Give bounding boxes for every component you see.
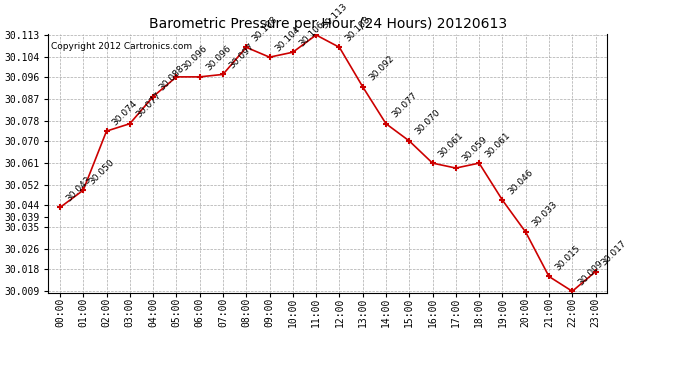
Text: 30.061: 30.061 (483, 130, 512, 159)
Text: 30.108: 30.108 (344, 14, 373, 43)
Text: 30.009: 30.009 (576, 258, 605, 287)
Text: 30.077: 30.077 (134, 91, 163, 120)
Title: Barometric Pressure per Hour (24 Hours) 20120613: Barometric Pressure per Hour (24 Hours) … (148, 17, 507, 31)
Text: Copyright 2012 Cartronics.com: Copyright 2012 Cartronics.com (51, 42, 193, 51)
Text: 30.017: 30.017 (600, 238, 629, 267)
Text: 30.113: 30.113 (320, 2, 349, 31)
Text: 30.097: 30.097 (227, 42, 256, 70)
Text: 30.104: 30.104 (274, 24, 302, 53)
Text: 30.043: 30.043 (64, 175, 92, 203)
Text: 30.074: 30.074 (110, 98, 139, 127)
Text: 30.015: 30.015 (553, 244, 582, 272)
Text: 30.061: 30.061 (437, 130, 466, 159)
Text: 30.077: 30.077 (390, 91, 419, 120)
Text: 30.070: 30.070 (413, 108, 442, 137)
Text: 30.059: 30.059 (460, 135, 489, 164)
Text: 30.108: 30.108 (250, 14, 279, 43)
Text: 30.033: 30.033 (530, 199, 559, 228)
Text: 30.046: 30.046 (506, 167, 535, 196)
Text: 30.092: 30.092 (367, 54, 395, 82)
Text: 30.088: 30.088 (157, 64, 186, 92)
Text: 30.096: 30.096 (204, 44, 233, 73)
Text: 30.096: 30.096 (181, 44, 209, 73)
Text: 30.050: 30.050 (88, 158, 116, 186)
Text: 30.106: 30.106 (297, 20, 326, 48)
